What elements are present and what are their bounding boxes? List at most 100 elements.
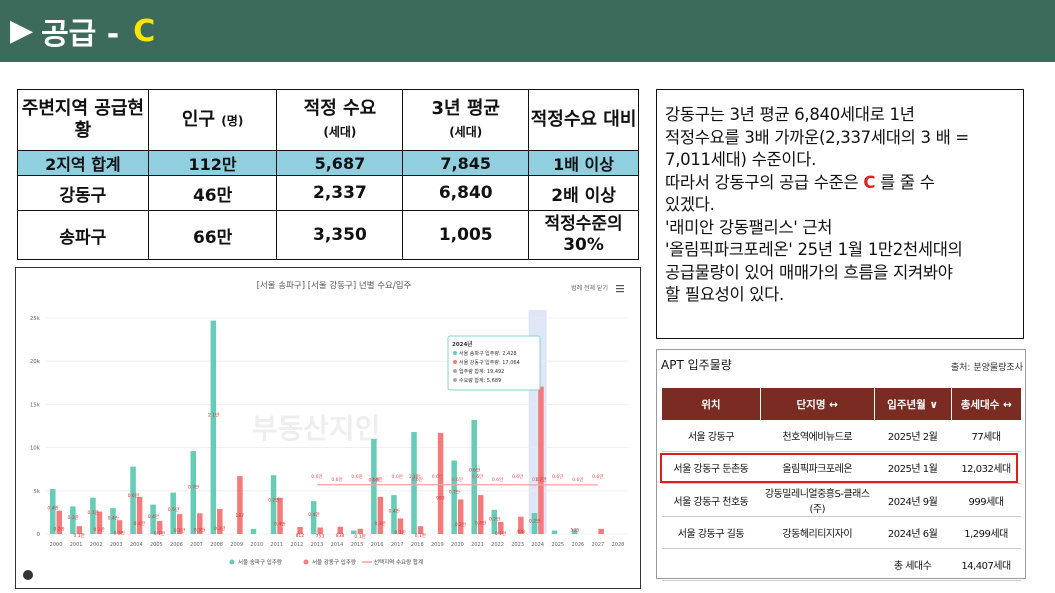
data-label: 0.1만 [154, 530, 165, 537]
data-label: 408 [516, 529, 525, 535]
analysis-textbox: 강동구는 3년 평균 6,840세대로 1년 적정수요를 3배 가까운(2,33… [656, 89, 1024, 339]
apt-supply-panel: APT 입주물량 출처: 분양물량조사 위치 단지명 ↔ 입주년월 ∨ 총세대수… [656, 349, 1026, 581]
hamburger-menu-icon [616, 288, 624, 290]
bar-gangdong [176, 514, 183, 534]
x-tick-label: 2001 [70, 542, 83, 548]
x-tick-label: 2009 [230, 542, 243, 548]
x-tick-label: 2003 [110, 542, 123, 548]
bar-gangdong [498, 521, 504, 534]
data-label: 0.9만 [368, 477, 379, 484]
demand-label: 0.6만 [552, 473, 563, 480]
app-logo-icon [23, 570, 33, 580]
bar-gangdong [197, 513, 203, 534]
table-cell: 2배 이상 [528, 175, 639, 211]
x-tick-label: 2005 [150, 542, 163, 548]
bar-gangdong [417, 526, 424, 534]
data-label: 0.4만 [47, 504, 58, 511]
table-cell: 14,407세대 [951, 548, 1021, 581]
bar-gangdong [317, 527, 323, 534]
bar-gangdong [156, 521, 163, 534]
data-label: 0.1만 [415, 532, 426, 539]
x-tick-label: 2008 [210, 542, 223, 548]
bar-gangdong [598, 528, 604, 534]
data-label: 0.2만 [268, 497, 279, 504]
header-cell-region: 주변지역 공급현황 [17, 89, 149, 151]
data-label: 0.3만 [114, 529, 125, 536]
apt-table: 위치 단지명 ↔ 입주년월 ∨ 총세대수 ↔ 서울 강동구 천호역에비뉴드로 2… [661, 388, 1021, 581]
x-tick-label: 2025 [551, 542, 564, 548]
bar-gangdong [457, 499, 464, 534]
apt-header-move-in[interactable]: 입주년월 ∨ [873, 388, 952, 420]
data-label: 0.4만 [274, 520, 285, 527]
bar-gangdong [56, 510, 63, 534]
table-cell: 46만 [147, 175, 278, 211]
y-tick-label: 20k [30, 359, 41, 365]
legend-entry: 서울 송파구 입주량 [238, 558, 282, 566]
bar-gangdong [76, 526, 83, 534]
data-label: 0.6만 [128, 492, 139, 499]
demand-label: 0.6만 [492, 476, 503, 483]
table-cell: 서울 강동구 길동 [661, 516, 761, 549]
table-cell: 5,687 [276, 150, 404, 176]
x-tick-label: 2027 [592, 542, 605, 548]
data-label: 0.7만 [449, 489, 460, 496]
x-tick-label: 2000 [50, 542, 63, 548]
bar-songpa [411, 432, 417, 534]
slide-title: 공급 - [41, 17, 120, 52]
table-cell: 77세대 [951, 420, 1021, 452]
hamburger-menu-icon [616, 291, 624, 293]
tooltip-line: 입주량 합계: 19,492 [459, 368, 504, 375]
data-label: 535 [571, 527, 580, 533]
bar-songpa [371, 438, 377, 534]
apt-panel-title: APT 입주물량 [661, 358, 732, 372]
legend-marker [229, 559, 235, 565]
bar-songpa [190, 451, 197, 534]
bar-songpa [70, 506, 76, 534]
text-line: 할 필요성이 있다. [665, 285, 784, 304]
data-label: 0.4만 [108, 515, 119, 522]
table-cell [661, 548, 761, 581]
data-label: 0.1만 [174, 527, 185, 534]
table-cell [760, 548, 875, 581]
data-label: 187 [235, 513, 244, 519]
bar-songpa [531, 513, 538, 534]
header-cell-3yr-avg: 3년 평균 (세대) [402, 89, 530, 151]
legend-entry: 서울 강동구 입주량 [312, 558, 356, 566]
header-cell-ratio: 적정수요 대비 [528, 89, 639, 151]
text-line: 있겠다. [665, 195, 715, 214]
apt-header-units[interactable]: 총세대수 ↔ [950, 388, 1021, 420]
x-tick-label: 2023 [511, 542, 524, 548]
table-cell: 3,350 [276, 210, 404, 260]
table-row: 서울 강동구 길동 강동헤리티지자이 2024년 6월 1,299세대 [661, 516, 1021, 549]
data-label: 0.2만 [529, 517, 540, 524]
x-tick-label: 2002 [90, 542, 103, 548]
demand-label: 0.6만 [532, 476, 543, 483]
table-cell: 적정수준의 30% [528, 210, 639, 260]
bar-gangdong [237, 476, 243, 534]
legend-marker [303, 559, 309, 565]
demand-label: 0.6만 [432, 473, 443, 480]
table-row-gangdong: 강동구 46만 2,337 6,840 2배 이상 [17, 175, 639, 211]
x-tick-label: 2016 [371, 542, 384, 548]
supply-demand-chart: [서울 송파구] [서울 강동구] 년별 수요/입주 범례 전체 닫기 부동산지인 0… [15, 267, 641, 589]
bar-songpa [471, 419, 477, 534]
bar-songpa [110, 508, 116, 534]
apt-header-complex[interactable]: 단지명 ↔ [759, 388, 875, 420]
bar-gangdong [337, 526, 343, 534]
legend-toggle-button[interactable]: 범례 전체 닫기 [571, 284, 608, 292]
bar-gangdong [397, 518, 404, 534]
demand-label: 0.6만 [371, 476, 382, 483]
table-cell: 66만 [147, 210, 278, 260]
bar-gangdong [96, 511, 103, 534]
x-tick-label: 2012 [290, 542, 303, 548]
data-label: 0.3만 [374, 520, 385, 527]
table-cell: 천호역에비뉴드로 [760, 420, 875, 452]
data-label: 0.5만 [168, 506, 179, 513]
tooltip-line: 서울 강동구 입주량: 17,064 [459, 359, 520, 366]
x-tick-label: 2024 [531, 542, 544, 548]
chart-title: [서울 송파구] [서울 강동구] 년별 수요/입주 [257, 280, 412, 291]
demand-label: 0.6만 [472, 473, 483, 480]
data-label: 0.1만 [88, 509, 99, 516]
apt-header-location[interactable]: 위치 [661, 388, 761, 420]
supply-table: 주변지역 공급현황 인구 (명) 적정 수요 (세대) 3년 평균 (세대) 적정수… [17, 89, 639, 260]
